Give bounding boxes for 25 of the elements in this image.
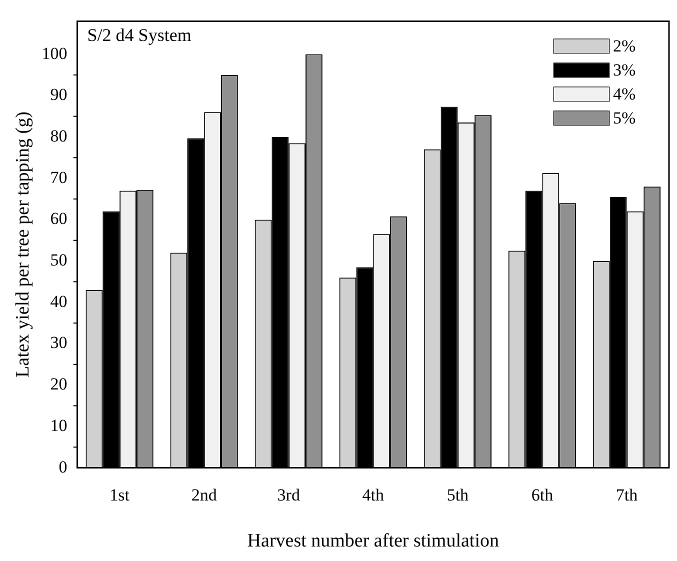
y-tick-label: 40 — [50, 292, 68, 311]
x-tick-label: 6th — [531, 485, 554, 504]
x-tick-label: 7th — [616, 485, 638, 504]
y-tick-label: 100 — [42, 44, 68, 63]
y-tick-label: 70 — [50, 168, 68, 187]
legend-label: 5% — [613, 108, 636, 128]
x-tick-label: 5th — [446, 485, 470, 504]
x-axis-title: Harvest number after stimulation — [247, 530, 500, 552]
y-tick-label: 30 — [50, 333, 68, 352]
legend-label: 3% — [613, 60, 636, 80]
x-tick-label: 4th — [362, 485, 385, 504]
y-tick-label: 20 — [50, 374, 68, 394]
y-axis-title: Latex yield per tree per tapping (g) — [12, 112, 34, 378]
x-tick-label: 1st — [110, 485, 130, 504]
x-tick-label: 3rd — [277, 485, 300, 504]
y-tick-label: 60 — [50, 209, 68, 228]
y-tick-label: 90 — [50, 85, 68, 104]
legend-label: 4% — [613, 84, 636, 104]
y-tick-label: 50 — [50, 250, 68, 270]
x-tick-label: 2nd — [191, 485, 218, 504]
y-tick-label: 10 — [50, 416, 68, 435]
y-tick-label: 0 — [58, 457, 68, 476]
chart-title: S/2 d4 System — [87, 24, 192, 45]
y-tick-label: 80 — [50, 126, 68, 146]
legend-label: 2% — [613, 36, 636, 56]
